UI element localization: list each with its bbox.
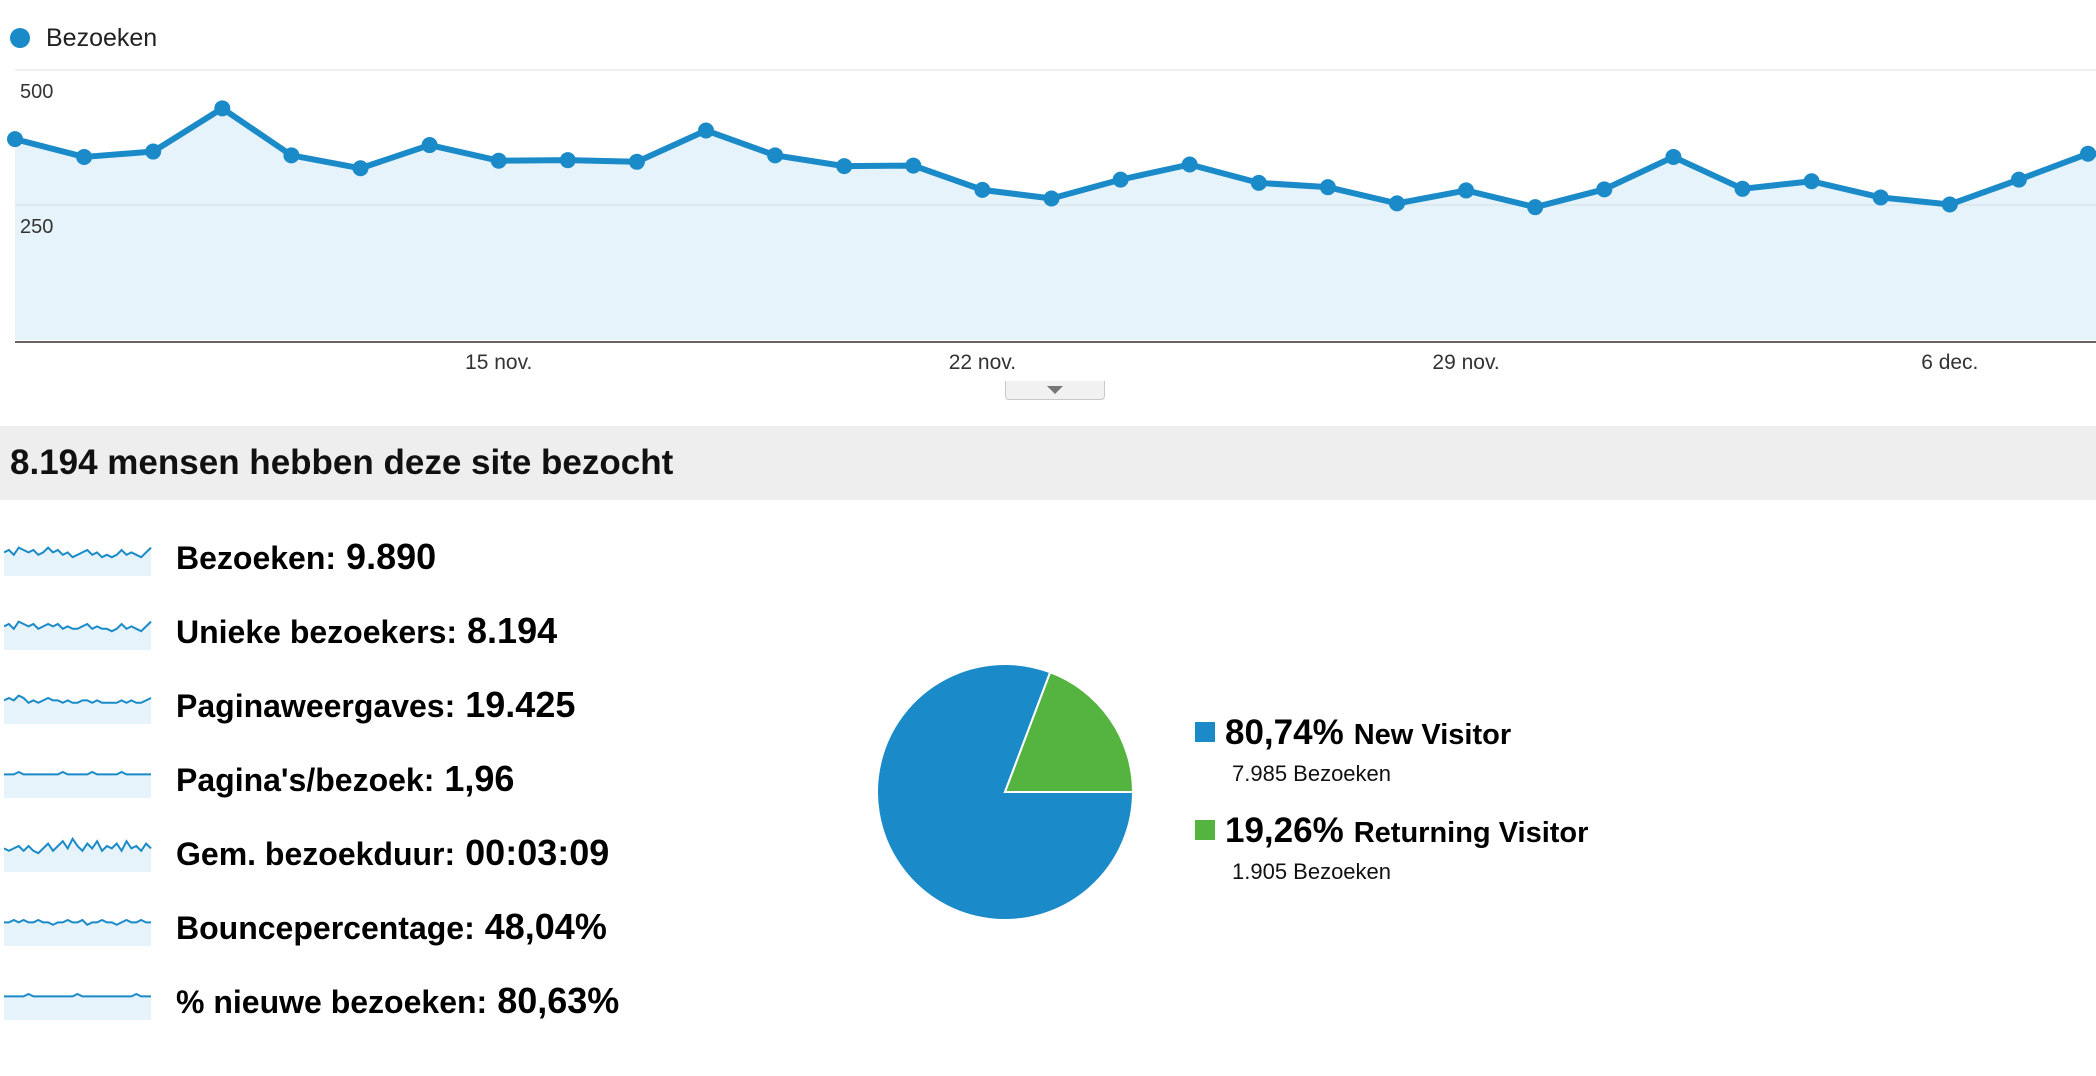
metric-text: Gem. bezoekduur: 00:03:09 <box>176 832 609 874</box>
legend-label: Bezoeken <box>46 23 158 52</box>
sparkline <box>4 918 151 946</box>
area-fill <box>15 108 2096 340</box>
summary-title: 8.194 mensen hebben deze site bezocht <box>10 443 674 482</box>
metric-row[interactable]: % nieuwe bezoeken: 80,63% <box>0 964 760 1038</box>
metric-label: Pagina's/bezoek: <box>176 762 435 798</box>
metric-row[interactable]: Bezoeken: 9.890 <box>0 520 760 594</box>
data-point[interactable] <box>974 181 991 198</box>
metric-value: 1,96 <box>434 758 515 799</box>
data-point[interactable] <box>352 160 369 177</box>
data-point[interactable] <box>1181 156 1198 173</box>
x-tick-label: 22 nov. <box>949 351 1016 374</box>
metric-row[interactable]: Gem. bezoekduur: 00:03:09 <box>0 816 760 890</box>
legend-marker <box>10 28 30 48</box>
metric-text: Unieke bezoekers: 8.194 <box>176 610 557 652</box>
data-point[interactable] <box>214 100 231 117</box>
metric-label: Gem. bezoekduur: <box>176 836 456 872</box>
legend-square-returning <box>1195 820 1215 840</box>
metric-value: 9.890 <box>336 536 437 577</box>
data-point[interactable] <box>76 148 93 165</box>
metric-label: Paginaweergaves: <box>176 688 456 724</box>
metric-value: 80,63% <box>487 980 620 1021</box>
data-point[interactable] <box>905 157 922 174</box>
metric-value: 8.194 <box>457 610 558 651</box>
returning-visitor-label: Returning Visitor <box>1353 817 1589 849</box>
data-point[interactable] <box>1458 182 1475 199</box>
data-point[interactable] <box>836 158 853 175</box>
chart-collapse-handle[interactable] <box>1005 381 1105 400</box>
metric-row[interactable]: Paginaweergaves: 19.425 <box>0 668 760 742</box>
new-visitor-label: New Visitor <box>1353 719 1512 751</box>
metric-label: % nieuwe bezoeken: <box>176 984 488 1020</box>
data-point[interactable] <box>698 122 714 139</box>
y-tick-label-500: 500 <box>20 81 53 103</box>
y-tick-label-250: 250 <box>20 216 53 238</box>
metric-value: 00:03:09 <box>455 832 610 873</box>
metric-value: 48,04% <box>474 906 607 947</box>
sparkline <box>4 694 152 724</box>
metric-value: 19.425 <box>455 684 576 725</box>
data-point[interactable] <box>2080 145 2096 162</box>
x-tick-label: 15 nov. <box>465 351 532 374</box>
pie-legend-entry: 80,74% New Visitor <box>1225 713 1511 753</box>
visits-line-chart[interactable]: 500 250 15 nov. 22 nov. 29 nov. 6 dec. <box>0 64 2096 374</box>
metric-row[interactable]: Unieke bezoekers: 8.194 <box>0 594 760 668</box>
returning-visitor-visits: 1.905 Bezoeken <box>1232 859 1392 884</box>
sparkline <box>4 836 152 872</box>
pie-slice-new-visitor[interactable] <box>876 663 1135 921</box>
data-point[interactable] <box>1043 190 1060 207</box>
data-point[interactable] <box>1665 148 1682 165</box>
metric-text: Paginaweergaves: 19.425 <box>176 684 575 726</box>
data-point[interactable] <box>1803 173 1820 190</box>
pie-slice-returning-visitor[interactable] <box>1003 670 1135 793</box>
metric-row[interactable]: Pagina's/bezoek: 1,96 <box>0 742 760 816</box>
metric-text: Bezoeken: 9.890 <box>176 536 436 578</box>
sparkline <box>4 992 151 1020</box>
sparkline <box>4 770 151 798</box>
data-point[interactable] <box>1250 174 1267 191</box>
new-visitor-percent: 80,74% <box>1225 713 1344 752</box>
metric-text: Bouncepercentage: 48,04% <box>176 906 607 948</box>
x-tick-label: 29 nov. <box>1432 351 1499 374</box>
data-point[interactable] <box>767 147 784 164</box>
data-point[interactable] <box>1319 179 1336 196</box>
metric-text: % nieuwe bezoeken: 80,63% <box>176 980 619 1022</box>
new-visitor-visits: 7.985 Bezoeken <box>1232 761 1392 786</box>
data-point[interactable] <box>1596 181 1613 198</box>
metric-text: Pagina's/bezoek: 1,96 <box>176 758 514 800</box>
data-point[interactable] <box>628 153 645 170</box>
metric-label: Bouncepercentage: <box>176 910 475 946</box>
data-point[interactable] <box>283 147 300 164</box>
visitor-type-pie-chart[interactable] <box>875 662 1135 922</box>
metric-row[interactable]: Bouncepercentage: 48,04% <box>0 890 760 964</box>
data-point[interactable] <box>490 152 507 169</box>
data-point[interactable] <box>145 143 162 160</box>
data-point[interactable] <box>1734 180 1751 197</box>
data-point[interactable] <box>1112 171 1129 188</box>
data-point[interactable] <box>7 131 23 148</box>
x-tick-label: 6 dec. <box>1921 351 1978 374</box>
summary-header: 8.194 mensen hebben deze site bezocht <box>0 426 2096 500</box>
series-line-bezoeken <box>14 105 2096 211</box>
data-point[interactable] <box>559 152 576 169</box>
data-point[interactable] <box>421 137 438 154</box>
sparkline <box>4 620 152 650</box>
data-point[interactable] <box>1941 196 1958 213</box>
data-point[interactable] <box>1389 195 1405 212</box>
metric-label: Bezoeken: <box>176 540 337 576</box>
metric-label: Unieke bezoekers: <box>176 614 458 650</box>
data-point[interactable] <box>1527 199 1544 216</box>
data-point[interactable] <box>1872 189 1889 206</box>
returning-visitor-percent: 19,26% <box>1225 811 1344 850</box>
pie-legend-entry: 19,26% Returning Visitor <box>1225 811 1588 851</box>
legend-square-new <box>1195 722 1215 742</box>
data-point[interactable] <box>2010 171 2027 188</box>
sparkline <box>4 546 152 576</box>
caret-down-icon <box>1047 386 1063 394</box>
chart-legend[interactable]: Bezoeken <box>10 18 157 58</box>
